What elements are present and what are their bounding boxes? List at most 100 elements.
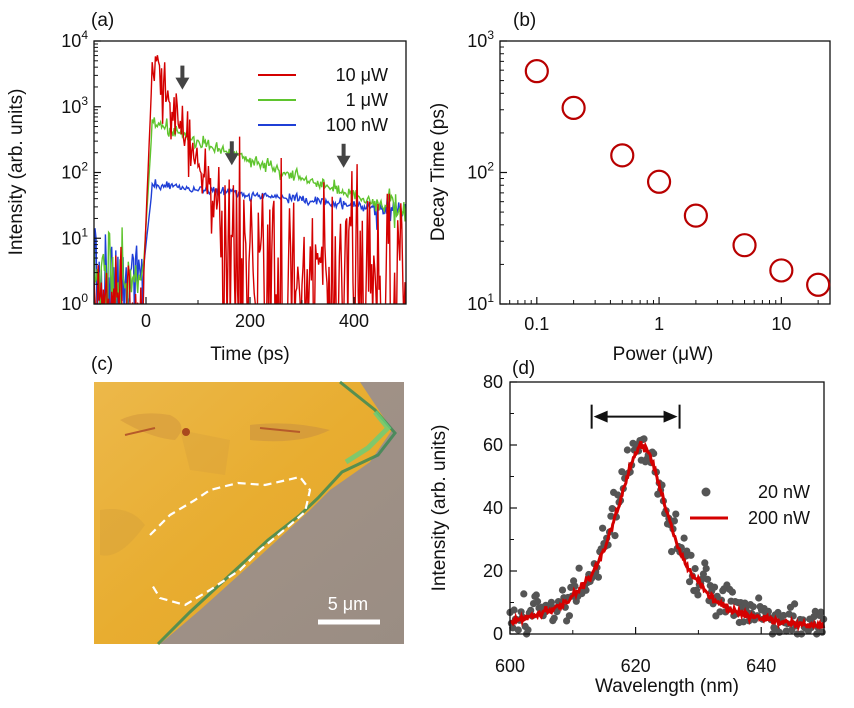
data-point [728, 588, 737, 596]
data-point [716, 608, 724, 616]
legend-label-200nw: 200 nW [748, 508, 810, 528]
panel-b: (b) 0.1 1 10 101 102 103 Power (μW) Decay Tim… [428, 10, 831, 365]
data-point [610, 143, 635, 168]
x-tick-label: 620 [621, 656, 651, 676]
data-point [686, 578, 694, 586]
scale-bar-label: 5 μm [328, 594, 368, 614]
y-tick-label: 101 [61, 225, 88, 248]
micrograph-wrinkle-2 [259, 427, 301, 433]
panel-a-label: (a) [91, 10, 114, 31]
panel-a-ticks: 0 200 400 100 101 102 103 104 [61, 28, 407, 331]
x-tick-label: 10 [771, 314, 791, 334]
panel-b-xlabel: Power (μW) [613, 344, 714, 365]
panel-a-series [94, 55, 406, 304]
data-point [646, 169, 672, 194]
y-tick-label: 80 [483, 372, 503, 392]
panel-b-label: (b) [513, 10, 536, 31]
panel-d-xlabel: Wavelength (nm) [595, 676, 739, 697]
panel-b-ticks: 0.1 1 10 101 102 103 [467, 28, 819, 334]
micrograph-spot [182, 428, 190, 436]
data-point [520, 590, 528, 598]
panel-d-fwhm-arrow [590, 404, 681, 429]
legend-label-20nw: 20 nW [758, 482, 810, 502]
micrograph-fold-1 [120, 413, 182, 440]
micrograph-fold-4 [180, 430, 230, 475]
data-point [710, 583, 719, 591]
x-tick-label: 0 [141, 311, 151, 331]
panel-b-ylabel: Decay Time (ps) [428, 103, 449, 241]
data-point [510, 606, 518, 614]
data-point [524, 626, 532, 634]
panel-a: (a) 0 200 400 100 101 102 103 104 Time (ps) Int… [6, 10, 407, 365]
panel-c-label: (c) [91, 354, 113, 375]
data-point [755, 594, 763, 602]
data-point [594, 573, 603, 581]
data-point [739, 618, 748, 626]
data-point [670, 517, 679, 525]
panel-a-arrows [175, 65, 351, 168]
micrograph-fold-3 [100, 509, 145, 556]
data-point [668, 548, 676, 556]
data-point [611, 532, 619, 540]
data-point [791, 600, 799, 608]
x-tick-label: 600 [495, 656, 525, 676]
legend-label-1uw: 1 μW [346, 90, 388, 110]
data-point [547, 598, 556, 606]
y-tick-label: 20 [483, 561, 503, 581]
data-point [806, 272, 831, 297]
micrograph-wrinkle-1 [124, 427, 156, 436]
data-point [687, 551, 695, 559]
data-point [817, 608, 825, 616]
data-point [749, 603, 757, 611]
panel-d: (d) 600 620 640 0 20 40 60 80 Wavelength (nm) I… [429, 358, 828, 697]
x-tick-label: 200 [235, 311, 265, 331]
micrograph-outline [149, 475, 312, 607]
panel-d-ylabel: Intensity (arb. units) [429, 425, 450, 592]
data-point [764, 607, 773, 616]
data-point [571, 582, 579, 590]
fit-line [509, 440, 826, 632]
y-tick-label: 102 [467, 160, 494, 183]
y-tick-label: 100 [61, 291, 88, 314]
panel-a-xlabel: Time (ps) [210, 344, 290, 365]
y-tick-label: 101 [467, 291, 494, 314]
y-tick-label: 0 [493, 624, 503, 644]
data-point [704, 575, 712, 583]
data-point [672, 510, 680, 518]
data-point [780, 611, 788, 620]
x-tick-label: 400 [339, 311, 369, 331]
data-point [782, 627, 790, 635]
data-point [532, 591, 540, 599]
micrograph-thin-region [344, 410, 392, 465]
x-tick-label: 640 [746, 656, 776, 676]
legend-swatch-20nw [701, 487, 711, 497]
fwhm-head-right [663, 410, 678, 423]
data-point [514, 626, 522, 634]
series-line-10-μW [94, 55, 406, 304]
y-tick-label: 102 [61, 160, 88, 183]
data-point [818, 628, 826, 636]
data-point [650, 449, 658, 458]
data-point [699, 570, 708, 578]
fwhm-head-left [593, 410, 608, 423]
y-tick-label: 103 [467, 28, 494, 51]
data-point [769, 258, 794, 283]
legend-label-10uw: 10 μW [336, 65, 388, 85]
data-point [775, 628, 784, 636]
legend-label-100nw: 100 nW [326, 115, 388, 135]
data-point [534, 597, 542, 606]
data-point [701, 559, 709, 567]
data-point [732, 233, 757, 258]
data-point [691, 565, 699, 573]
panel-a-legend: 10 μW 1 μW 100 nW [258, 65, 388, 135]
y-tick-label: 40 [483, 498, 503, 518]
data-point [607, 512, 615, 520]
decay-arrow-head-1 [224, 153, 239, 166]
data-point [608, 505, 616, 513]
micrograph-fold-2 [250, 423, 330, 442]
data-point [575, 564, 583, 572]
data-point [623, 446, 632, 454]
y-tick-label: 103 [61, 94, 88, 117]
decay-arrow-head-0 [175, 77, 190, 90]
